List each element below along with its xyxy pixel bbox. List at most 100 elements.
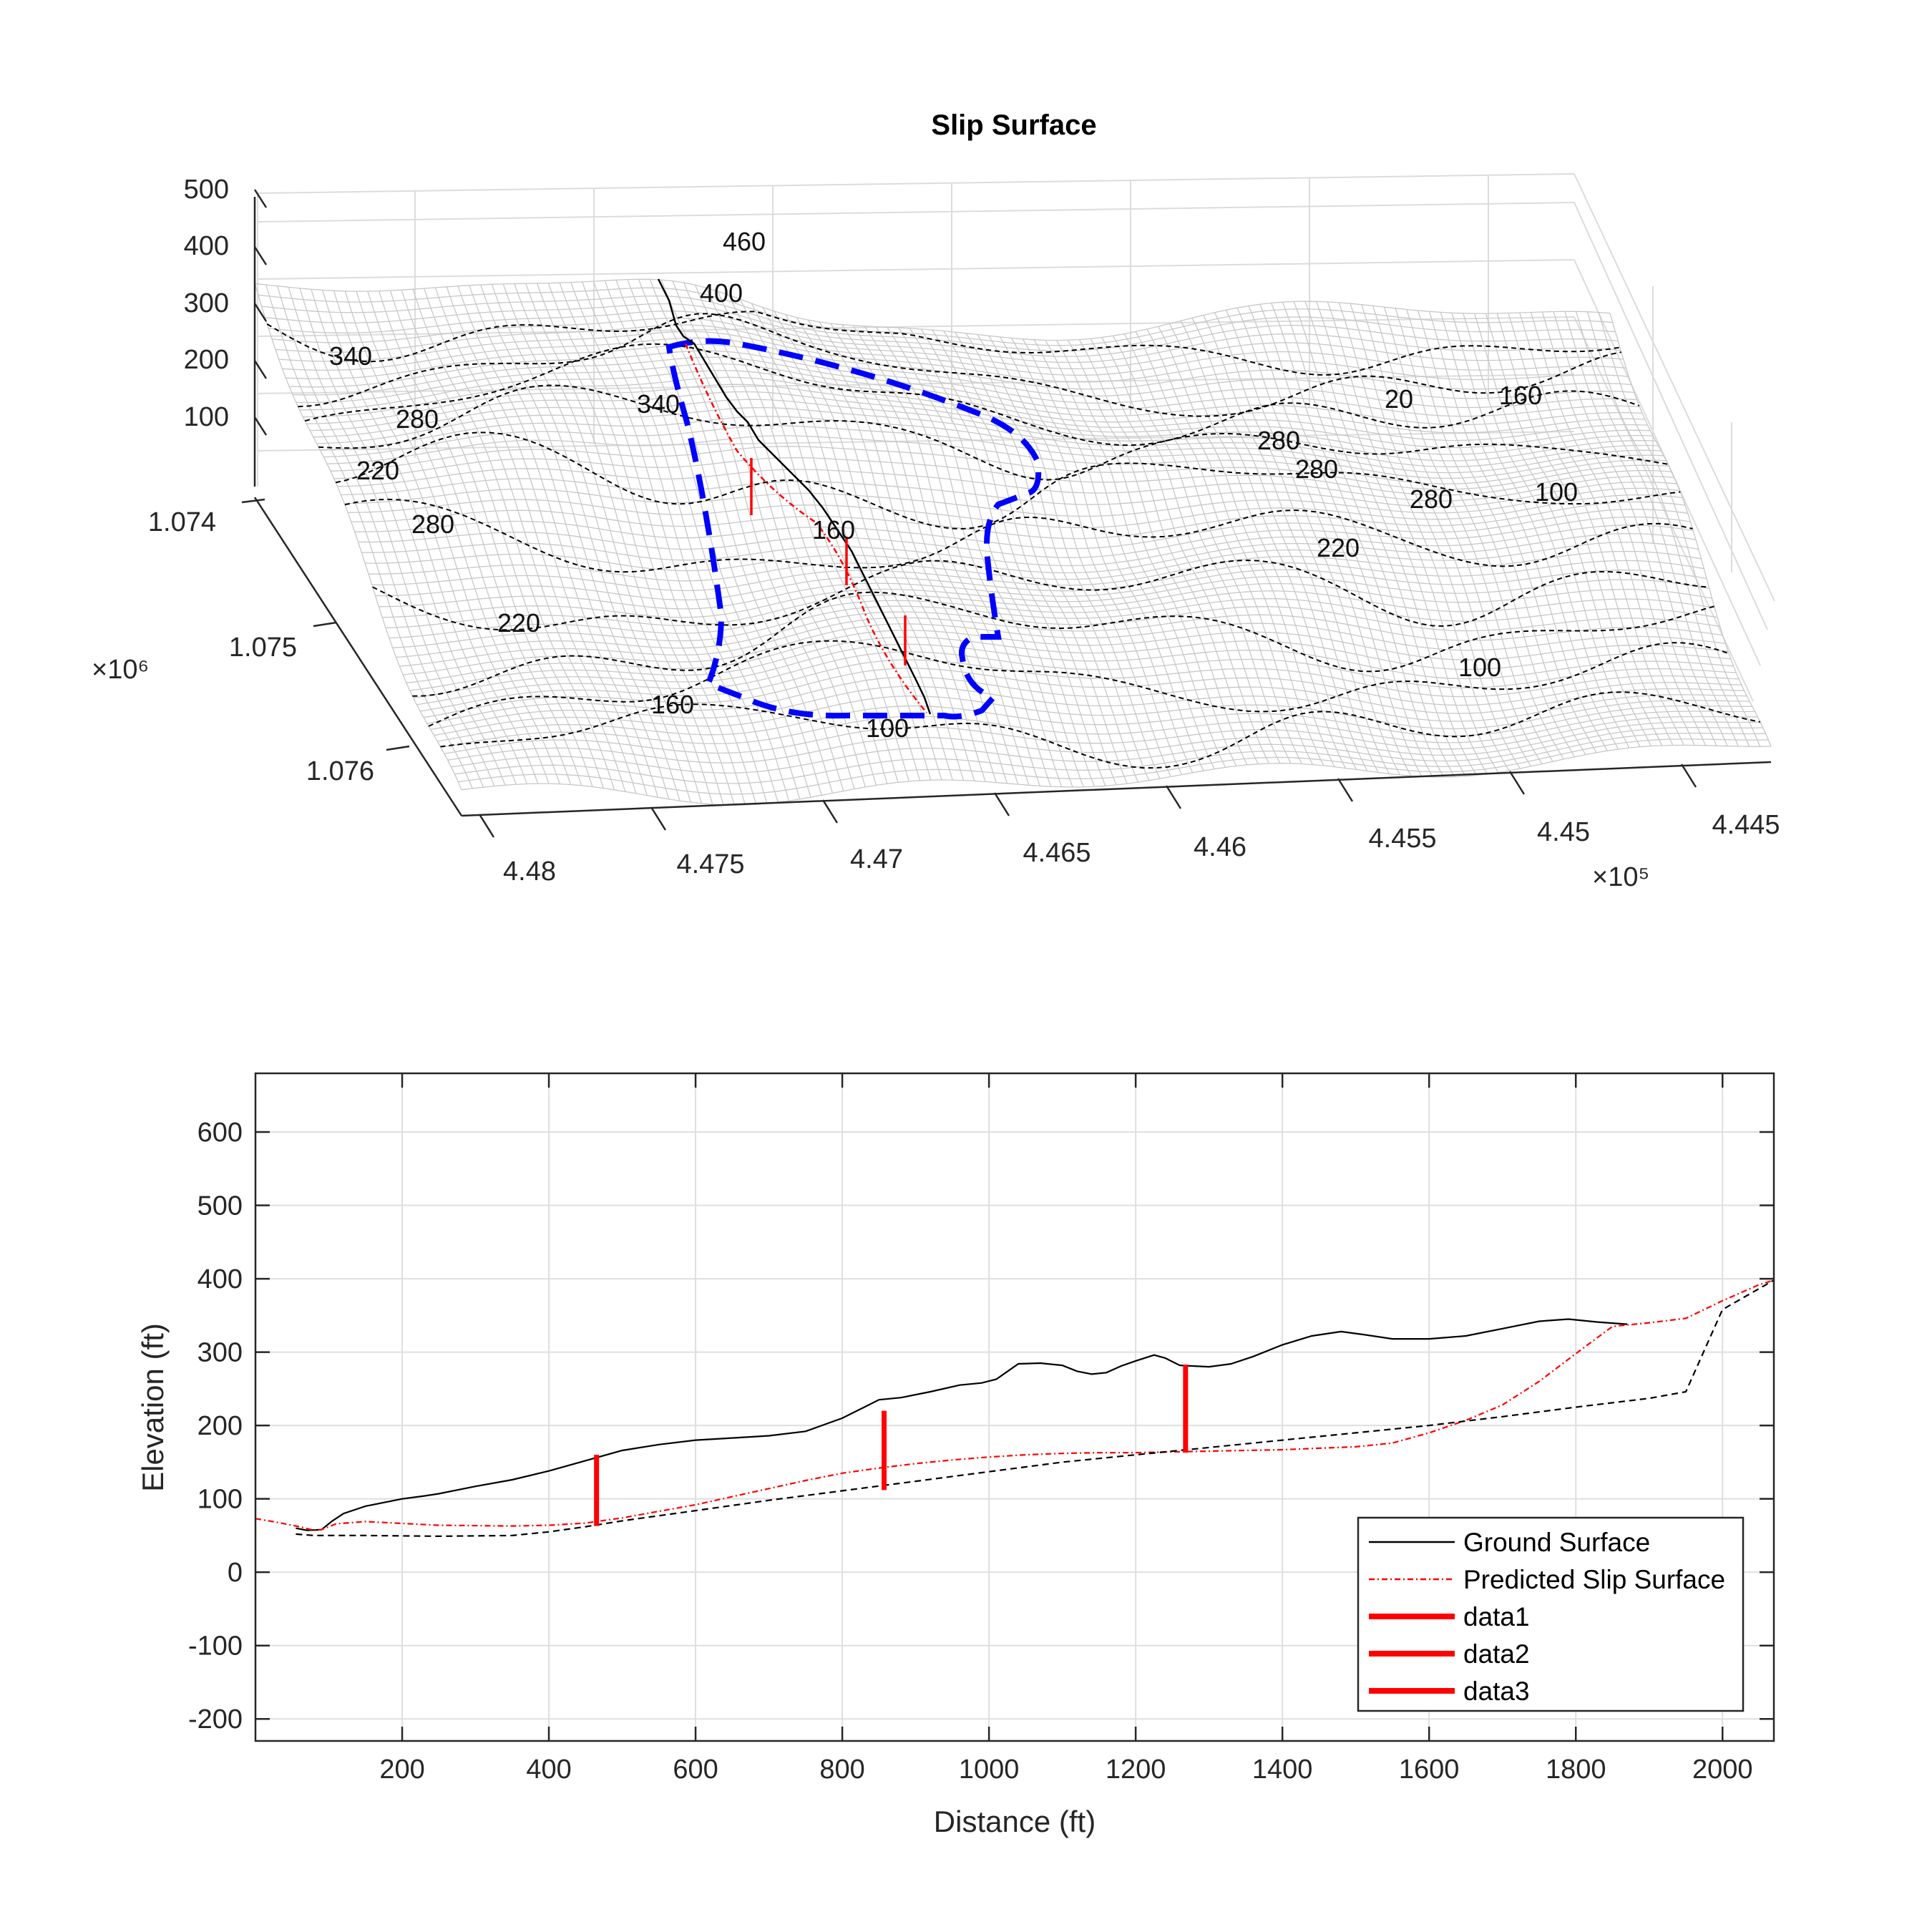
legend-label-ground: Ground Surface	[1463, 1528, 1650, 1557]
mesh-line	[1361, 304, 1532, 767]
contour-labels: 460 400 340 340 280 280 220 220 160 160 …	[329, 227, 1578, 743]
mesh-line	[1180, 321, 1357, 770]
mesh-line	[412, 288, 615, 790]
terrain-mesh	[254, 278, 1772, 806]
mesh-line	[785, 314, 975, 781]
mesh-line	[424, 288, 626, 792]
x-tick-label: 1800	[1546, 1755, 1606, 1785]
z-tick-label: 400	[184, 231, 229, 261]
mesh-line	[1519, 312, 1684, 746]
contour-label: 220	[497, 608, 540, 638]
mesh-line	[1225, 310, 1401, 776]
z-ticks	[253, 189, 268, 436]
mesh-line	[423, 668, 1742, 718]
y-tick-label: 500	[197, 1191, 243, 1221]
mesh-line	[943, 331, 1128, 784]
mesh-line	[446, 286, 648, 796]
mesh-line	[1282, 301, 1455, 778]
mesh-line	[299, 370, 1645, 434]
mesh-line	[1609, 313, 1772, 747]
mesh-line	[1203, 315, 1379, 773]
contour-label: 280	[411, 509, 454, 539]
mesh-line	[1383, 306, 1553, 762]
y-tick-label: 200	[197, 1411, 243, 1441]
contour-line	[304, 343, 1640, 447]
mesh-line	[1169, 323, 1346, 769]
mesh-line	[649, 279, 844, 791]
mesh-line	[502, 283, 703, 804]
x-tick-label: 2000	[1692, 1755, 1753, 1785]
mesh-line	[570, 282, 768, 804]
mesh-line	[399, 614, 1723, 667]
mesh-line	[582, 281, 779, 803]
contour-line	[440, 691, 1761, 769]
legend-label-data3: data3	[1463, 1677, 1530, 1706]
contour-line	[298, 313, 1621, 417]
surface-title: Slip Surface	[931, 109, 1096, 141]
mesh-line	[1078, 339, 1259, 764]
y3d-tick-label: 1.074	[148, 507, 216, 537]
mesh-line	[1304, 301, 1477, 776]
mesh-line	[875, 326, 1063, 787]
mesh-line	[1553, 311, 1717, 746]
contour-line	[412, 591, 1714, 697]
contour-label: 400	[700, 278, 743, 308]
mesh-line	[920, 328, 1106, 786]
contour-label: 160	[1499, 381, 1542, 410]
mesh-line	[1236, 307, 1412, 776]
contour-label: 100	[866, 713, 909, 743]
mesh-line	[514, 283, 713, 805]
x-ticks-3d	[478, 763, 1697, 838]
mesh-line	[1418, 310, 1586, 755]
mesh-line	[525, 283, 724, 805]
x3d-tick-label: 4.455	[1368, 824, 1436, 854]
mesh-line	[1372, 306, 1543, 764]
contour-label: 220	[356, 456, 399, 485]
y-tick-label: 100	[197, 1485, 243, 1515]
mesh-line	[909, 328, 1096, 787]
mesh-line	[480, 284, 680, 801]
mesh-line	[898, 327, 1084, 788]
surface-slip-trace	[684, 343, 927, 713]
contour-label: 460	[723, 227, 766, 256]
x-tick-label: 1200	[1106, 1755, 1166, 1785]
mesh-line	[367, 291, 572, 785]
mesh-line	[333, 291, 539, 784]
mesh-line	[1575, 311, 1739, 747]
surface-plot: Slip Surface	[92, 109, 1780, 892]
z-tick-label: 100	[184, 402, 229, 432]
mesh-line	[887, 326, 1073, 788]
mesh-line	[1350, 303, 1521, 769]
x3d-tick-label: 4.46	[1194, 832, 1246, 862]
legend: Ground Surface Predicted Slip Surface da…	[1357, 1516, 1745, 1712]
legend-label-data1: data1	[1463, 1602, 1530, 1631]
mesh-line	[1056, 340, 1237, 766]
x-tick-label: 400	[526, 1755, 571, 1785]
mesh-line	[1530, 312, 1695, 746]
mesh-line	[864, 326, 1052, 787]
mesh-line	[1112, 335, 1292, 764]
mesh-line	[491, 284, 691, 803]
mesh-line	[1090, 338, 1270, 764]
contour-label: 280	[396, 404, 439, 434]
mesh-line	[536, 283, 735, 806]
mesh-line	[322, 290, 528, 784]
contour-line	[344, 498, 1693, 573]
mesh-line	[1485, 313, 1652, 746]
borehole-bars	[594, 1365, 1189, 1526]
x-tick-label: 1600	[1399, 1755, 1460, 1785]
mesh-line	[401, 289, 604, 789]
mesh-line	[1395, 308, 1564, 760]
mesh-line	[683, 282, 877, 786]
mesh-line	[1259, 303, 1433, 778]
x3d-tick-label: 4.48	[503, 857, 556, 887]
mesh-line	[1428, 311, 1597, 753]
contour-label: 160	[812, 515, 855, 545]
mesh-line	[604, 280, 801, 799]
series-lines	[255, 1279, 1775, 1538]
mesh-line	[1146, 328, 1324, 766]
mesh-line	[288, 287, 495, 786]
mesh-line	[1463, 313, 1630, 748]
x-tick-label: 1000	[959, 1755, 1020, 1785]
mesh-line	[1158, 326, 1335, 767]
